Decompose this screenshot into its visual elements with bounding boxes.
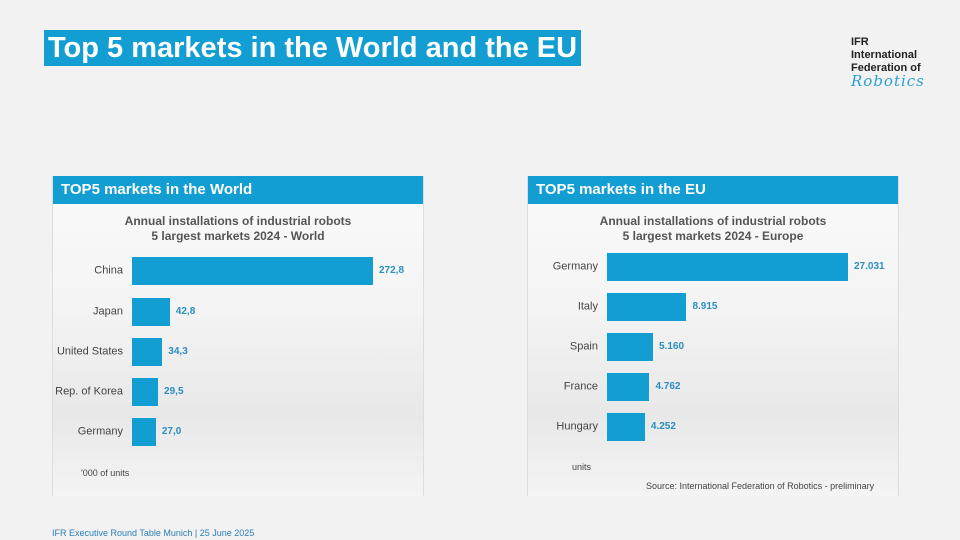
bar-row: Italy 8.915	[528, 292, 898, 322]
chart-title: Annual installations of industrial robot…	[53, 214, 423, 244]
chart-subtitle: 5 largest markets 2024 - World	[151, 229, 325, 243]
bar	[132, 338, 163, 366]
logo-line: IFR	[851, 36, 869, 48]
panel-header: TOP5 markets in the EU	[528, 176, 898, 204]
logo-line: Robotics	[851, 72, 925, 90]
slide-title: Top 5 markets in the World and the EU	[44, 30, 582, 66]
chart-title-line: Annual installations of industrial robot…	[124, 214, 352, 228]
category-label: Germany	[77, 425, 123, 438]
chart-subtitle: 5 largest markets 2024 - Europe	[622, 229, 804, 243]
ifr-logo: IFR International Federation of Robotics	[851, 36, 925, 90]
bar	[132, 378, 159, 406]
footer: IFR Executive Round Table Munich | 25 Ju…	[52, 528, 255, 538]
bar-row: Japan 42,8	[53, 297, 423, 327]
bar	[607, 293, 687, 321]
bar	[607, 253, 848, 281]
value-label: 8.915	[692, 301, 718, 312]
bar	[607, 373, 650, 401]
bar-row: Spain 5.160	[528, 332, 898, 362]
category-label: China	[94, 264, 123, 277]
category-label: Italy	[577, 300, 598, 313]
chart-title-line: Annual installations of industrial robot…	[599, 214, 827, 228]
category-label: France	[563, 380, 598, 393]
bar-row: Germany 27,0	[53, 417, 423, 447]
category-label: Hungary	[556, 420, 598, 433]
value-label: 27,0	[161, 426, 182, 437]
category-label: United States	[56, 345, 123, 358]
source-note: Source: International Federation of Robo…	[646, 481, 875, 491]
value-label: 27.031	[854, 261, 885, 272]
eu-panel: TOP5 markets in the EU Annual installati…	[527, 176, 899, 496]
value-label: 42,8	[175, 306, 196, 317]
value-label: 29,5	[164, 386, 184, 397]
category-label: Rep. of Korea	[55, 385, 123, 398]
world-panel: TOP5 markets in the World Annual install…	[52, 176, 424, 496]
value-label: 5.160	[659, 341, 685, 352]
bar-row: Rep. of Korea 29,5	[53, 377, 423, 407]
category-label: Japan	[93, 305, 123, 318]
bar-row: China 272,8	[53, 256, 423, 286]
value-label: 4.762	[655, 381, 681, 392]
bar-row: United States 34,3	[53, 337, 423, 367]
bar	[132, 418, 156, 446]
bar-row: France 4.762	[528, 372, 898, 402]
unit-note: units	[572, 462, 592, 472]
chart-title: Annual installations of industrial robot…	[528, 214, 898, 244]
unit-note: '000 of units	[81, 468, 130, 478]
bar-row: Germany 27.031	[528, 252, 898, 282]
bar-row: Hungary 4.252	[528, 412, 898, 442]
value-label: 34,3	[168, 346, 188, 357]
category-label: Germany	[552, 260, 598, 273]
category-label: Spain	[569, 340, 598, 353]
value-label: 4.252	[650, 421, 676, 432]
panel-header: TOP5 markets in the World	[53, 176, 423, 204]
bar	[132, 257, 373, 285]
bar	[607, 413, 645, 441]
logo-line: International	[851, 49, 918, 61]
bar	[132, 298, 170, 326]
bar	[607, 333, 653, 361]
logo-line: Federation of	[851, 62, 921, 74]
value-label: 272,8	[379, 265, 405, 276]
